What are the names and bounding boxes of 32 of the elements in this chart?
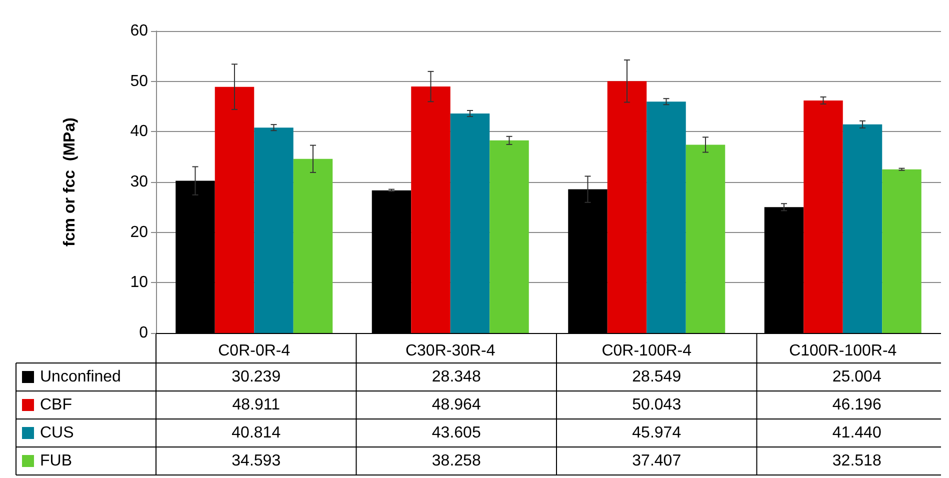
data-label: 25.004 (832, 368, 882, 386)
x-tick-label: C30R-30R-4 (405, 342, 496, 360)
y-axis-title: fcm or fcc (MPa) (62, 118, 78, 246)
y-tick-label: 20 (130, 224, 148, 241)
data-label: 34.593 (232, 452, 281, 470)
y-tick-label: 30 (130, 174, 148, 190)
data-label: 48.911 (232, 396, 280, 414)
legend-label: Unconfined (40, 368, 121, 386)
data-label: 43.605 (432, 424, 481, 442)
y-tick-label: 60 (130, 22, 148, 40)
y-tick-label: 0 (139, 324, 148, 342)
x-tick-label: C0R-0R-4 (218, 342, 290, 360)
data-label: 37.407 (632, 452, 682, 470)
data-label: 41.440 (832, 424, 882, 442)
y-tick-label: 50 (130, 72, 148, 90)
legend-label: CUS (40, 424, 74, 442)
data-label: 32.518 (832, 452, 882, 470)
y-tick-label: 10 (130, 274, 148, 292)
data-label: 46.196 (832, 396, 882, 414)
data-label: 48.964 (432, 396, 481, 414)
data-label: 28.549 (632, 368, 682, 386)
y-tick-label: 40 (130, 123, 148, 140)
x-tick-label: C0R-100R-4 (602, 342, 692, 360)
x-tick-label: C100R-100R-4 (789, 342, 897, 360)
data-label: 40.814 (232, 424, 281, 442)
data-label: 45.974 (632, 424, 682, 442)
data-label: 28.348 (432, 368, 481, 386)
data-label: 30.239 (232, 368, 281, 386)
data-label: 50.043 (632, 396, 682, 414)
legend-label: CBF (40, 396, 72, 414)
data-label: 38.258 (432, 452, 481, 470)
legend-label: FUB (40, 452, 72, 470)
